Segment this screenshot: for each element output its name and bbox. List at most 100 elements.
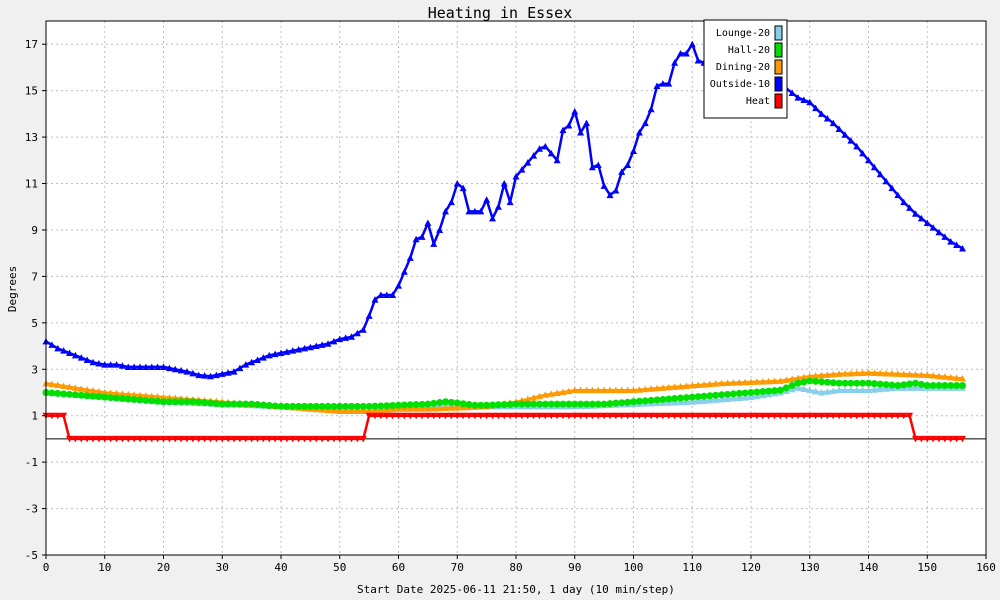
data-point (277, 435, 285, 443)
data-point (571, 412, 579, 420)
data-point (212, 435, 220, 443)
data-point (571, 108, 579, 115)
data-point (682, 394, 690, 402)
data-point (536, 412, 543, 420)
data-point (336, 435, 344, 443)
data-point (788, 89, 796, 96)
data-point (870, 380, 878, 388)
data-point (377, 406, 385, 414)
data-point (324, 340, 332, 347)
data-point (559, 400, 567, 408)
data-point (959, 435, 966, 443)
data-point (553, 156, 561, 164)
y-tick-label: 7 (31, 270, 38, 283)
data-point (236, 400, 244, 408)
data-point (735, 389, 743, 397)
data-point (236, 435, 244, 443)
data-point (89, 358, 97, 366)
data-point (859, 379, 867, 387)
data-point (876, 380, 884, 388)
data-point (694, 397, 702, 405)
data-point (653, 384, 661, 392)
data-point (418, 412, 426, 420)
data-point (641, 385, 649, 393)
data-point (753, 412, 761, 420)
data-point (559, 412, 567, 420)
data-point (183, 368, 191, 375)
legend-label: Lounge-20 (716, 28, 770, 39)
data-point (541, 400, 549, 408)
data-point (900, 381, 908, 389)
data-point (947, 238, 955, 245)
data-point (847, 137, 855, 144)
x-tick-label: 80 (509, 561, 522, 574)
data-point (271, 435, 279, 443)
data-point (771, 387, 778, 395)
data-point (377, 412, 385, 420)
data-point (395, 412, 402, 420)
data-point (124, 390, 132, 398)
data-point (694, 381, 702, 389)
data-point (818, 378, 825, 386)
data-point (724, 390, 731, 398)
data-point (853, 379, 861, 387)
data-point (741, 394, 749, 401)
data-point (835, 370, 843, 377)
series-line (46, 414, 963, 441)
data-point (371, 412, 379, 420)
data-point (941, 382, 949, 390)
data-point (571, 386, 579, 394)
data-point (724, 412, 731, 420)
data-point (653, 82, 661, 90)
data-point (271, 350, 279, 358)
data-point (95, 435, 103, 443)
data-point (659, 80, 667, 87)
data-point (594, 400, 602, 408)
data-point (729, 395, 737, 402)
data-point (107, 394, 115, 402)
data-point (177, 398, 185, 406)
data-point (142, 435, 150, 443)
data-point (453, 412, 461, 420)
data-point (829, 379, 837, 387)
data-point (524, 412, 532, 420)
data-point (541, 412, 549, 420)
data-point (395, 401, 402, 409)
data-point (547, 412, 555, 420)
data-point (506, 198, 514, 206)
data-point (330, 402, 338, 410)
data-point (136, 396, 144, 404)
data-point (160, 363, 167, 370)
grid (46, 21, 986, 555)
data-point (888, 184, 896, 192)
data-point (876, 385, 884, 393)
data-point (859, 369, 867, 376)
data-point (130, 395, 138, 403)
data-point (870, 386, 878, 393)
data-point (66, 383, 73, 390)
data-point (330, 337, 338, 345)
data-point (829, 370, 837, 378)
data-point (665, 395, 673, 403)
data-point (818, 371, 825, 379)
data-point (870, 163, 878, 171)
data-point (747, 412, 755, 420)
data-point (512, 173, 520, 180)
data-point (606, 191, 614, 199)
data-point (682, 50, 690, 57)
data-point (712, 391, 720, 399)
data-point (630, 147, 637, 155)
data-point (406, 405, 414, 412)
data-point (923, 435, 931, 443)
y-tick-label: 17 (25, 38, 38, 51)
y-tick-label: 3 (31, 363, 38, 376)
legend-label: Heat (746, 96, 770, 107)
data-point (489, 214, 496, 222)
data-point (700, 392, 708, 400)
data-point (336, 335, 344, 343)
data-point (389, 291, 397, 298)
data-point (594, 161, 602, 168)
data-point (812, 377, 820, 385)
data-point (953, 374, 961, 381)
